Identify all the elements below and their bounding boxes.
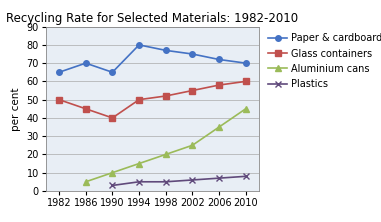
Aluminium cans [243, 107, 248, 110]
Paper & cardboard [83, 62, 88, 64]
Glass containers [163, 95, 168, 97]
Plastics [163, 180, 168, 183]
Paper & cardboard [190, 53, 195, 55]
Paper & cardboard [163, 49, 168, 52]
Line: Aluminium cans: Aluminium cans [83, 106, 248, 184]
Line: Glass containers: Glass containers [56, 79, 248, 121]
Title: Recycling Rate for Selected Materials: 1982-2010: Recycling Rate for Selected Materials: 1… [6, 12, 298, 26]
Aluminium cans [163, 153, 168, 156]
Legend: Paper & cardboard, Glass containers, Aluminium cans, Plastics: Paper & cardboard, Glass containers, Alu… [266, 32, 381, 91]
Paper & cardboard [110, 71, 115, 74]
Line: Plastics: Plastics [110, 174, 248, 188]
Plastics [190, 179, 195, 181]
Glass containers [110, 117, 115, 119]
Paper & cardboard [137, 44, 141, 46]
Aluminium cans [137, 162, 141, 165]
Glass containers [190, 89, 195, 92]
Paper & cardboard [243, 62, 248, 64]
Paper & cardboard [57, 71, 61, 74]
Glass containers [83, 107, 88, 110]
Y-axis label: per cent: per cent [11, 87, 21, 131]
Aluminium cans [190, 144, 195, 147]
Glass containers [57, 98, 61, 101]
Line: Paper & cardboard: Paper & cardboard [56, 42, 248, 75]
Plastics [137, 180, 141, 183]
Plastics [217, 177, 221, 179]
Paper & cardboard [217, 58, 221, 61]
Glass containers [217, 84, 221, 86]
Aluminium cans [217, 126, 221, 128]
Aluminium cans [110, 171, 115, 174]
Glass containers [243, 80, 248, 83]
Plastics [110, 184, 115, 187]
Plastics [243, 175, 248, 178]
Glass containers [137, 98, 141, 101]
Aluminium cans [83, 180, 88, 183]
